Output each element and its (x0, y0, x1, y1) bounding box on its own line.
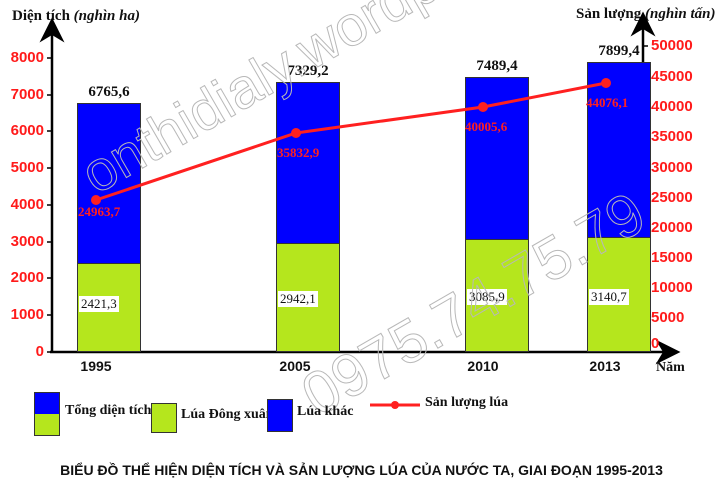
right-axis-unit: (nghìn tấn) (645, 6, 716, 22)
production-label-2005: 35832,9 (277, 145, 320, 160)
legend-label-production: Sản lượng lúa (425, 395, 509, 410)
right-tick-30000: 30000 (651, 159, 693, 176)
production-label-2010: 40005,6 (465, 119, 508, 134)
legend-swatch-khac (267, 399, 293, 432)
total-label-2005: 7329,2 (287, 63, 329, 79)
left-axis-unit: (nghìn ha) (73, 8, 140, 24)
total-label-2010: 7489,4 (476, 58, 518, 74)
x-tick-2005: 2005 (279, 358, 311, 374)
legend-swatch-dong-xuan (151, 403, 177, 433)
right-tick-0: 0 (651, 335, 660, 352)
right-tick-20000: 20000 (651, 219, 693, 236)
dong-xuan-label-2005: 2942,1 (278, 291, 318, 307)
left-tick-7000: 7000 (10, 86, 44, 103)
bar-lua-khac-2013 (587, 62, 651, 238)
left-tick-4000: 4000 (10, 196, 44, 213)
x-tick-2010: 2010 (467, 358, 499, 374)
left-tick-1000: 1000 (10, 306, 44, 323)
right-tick-25000: 25000 (651, 189, 693, 206)
bar-lua-khac-2005 (276, 82, 340, 244)
legend-swatch-total (34, 392, 60, 436)
bar-lua-khac-1995 (77, 103, 141, 264)
total-label-1995: 6765,6 (88, 84, 130, 100)
dong-xuan-label-2013: 3140,7 (589, 289, 629, 305)
legend-label-dong-xuan: Lúa Đông xuân (181, 407, 274, 422)
production-label-1995: 24963,7 (78, 204, 121, 219)
right-tick-45000: 45000 (651, 68, 693, 85)
x-axis-title: Năm (656, 360, 685, 375)
x-tick-1995: 1995 (80, 358, 112, 374)
production-label-2013: 44076,1 (586, 95, 629, 110)
left-tick-0: 0 (35, 343, 44, 360)
left-tick-5000: 5000 (10, 159, 44, 176)
x-tick-2013: 2013 (589, 358, 621, 374)
right-tick-15000: 15000 (651, 249, 693, 266)
right-tick-5000: 5000 (651, 309, 685, 326)
left-tick-8000: 8000 (10, 49, 44, 66)
production-line (91, 78, 611, 205)
left-tick-3000: 3000 (10, 233, 44, 250)
legend: Tổng diện tích Lúa Đông xuân Lúa khác Sả… (0, 385, 723, 445)
legend-label-total: Tổng diện tích (65, 403, 152, 418)
dong-xuan-label-1995: 2421,3 (79, 296, 119, 312)
right-axis-title: Sản lượng (nghìn tấn) (576, 6, 715, 23)
right-axis-title-text: Sản lượng (576, 6, 642, 22)
left-tick-2000: 2000 (10, 269, 44, 286)
right-tick-35000: 35000 (651, 128, 693, 145)
legend-label-khac: Lúa khác (297, 404, 354, 419)
dong-xuan-label-2010: 3085,9 (467, 289, 507, 305)
total-label-2013: 7899,4 (598, 43, 640, 59)
chart-title: BIỂU ĐỒ THỂ HIỆN DIỆN TÍCH VÀ SẢN LƯỢNG … (60, 462, 663, 478)
right-tick-10000: 10000 (651, 279, 693, 296)
legend-line-icon (370, 401, 420, 409)
right-tick-40000: 40000 (651, 98, 693, 115)
left-tick-6000: 6000 (10, 122, 44, 139)
right-tick-50000: 50000 (651, 37, 693, 54)
